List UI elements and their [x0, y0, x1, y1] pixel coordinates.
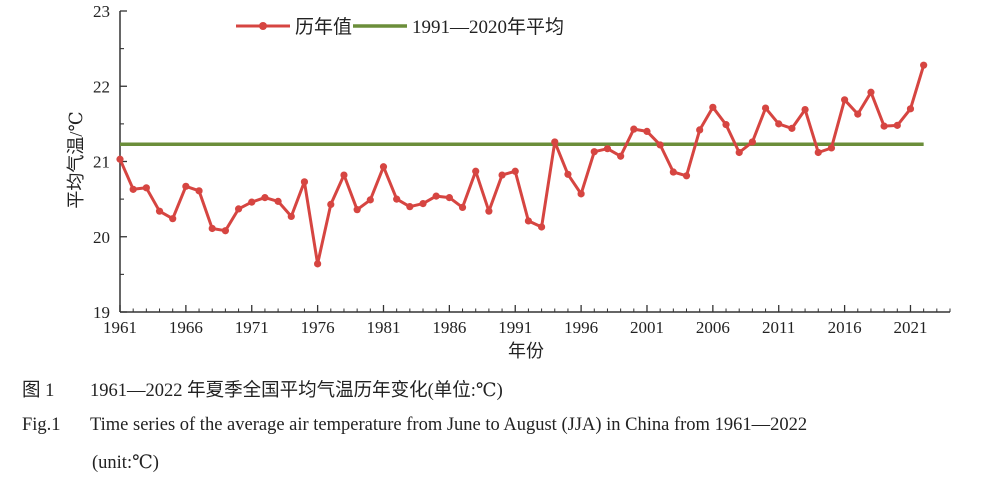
data-point [761, 104, 770, 112]
caption-en-label: Fig.1 [22, 415, 61, 435]
data-point [327, 200, 335, 208]
data-point [142, 184, 150, 192]
y-tick-label: 20 [93, 228, 110, 247]
x-axis-title: 年份 [508, 341, 544, 361]
data-point [643, 127, 651, 135]
x-tick-label: 1981 [366, 318, 400, 337]
x-tick-label: 1976 [301, 318, 335, 337]
data-point [603, 145, 612, 153]
data-point [261, 194, 269, 202]
data-point [867, 88, 875, 96]
y-tick-label: 23 [93, 2, 110, 21]
data-point [208, 224, 216, 233]
data-point [682, 172, 691, 180]
x-tick-label: 2006 [696, 318, 730, 337]
data-point [498, 171, 506, 179]
data-point [116, 155, 124, 163]
data-point [735, 148, 743, 157]
x-tick-label: 1971 [235, 318, 269, 337]
data-point [419, 200, 427, 208]
caption-chinese: 图 1 1961—2022 年夏季全国平均气温历年变化(单位:℃) [22, 376, 503, 402]
data-point [221, 227, 229, 235]
data-point [564, 170, 572, 178]
data-point [841, 96, 849, 104]
y-axis-title: 平均气温/℃ [66, 111, 86, 208]
y-tick-label: 22 [93, 77, 110, 96]
data-point [432, 192, 440, 200]
data-point [366, 196, 374, 204]
data-point [524, 217, 533, 225]
y-tick-label: 21 [93, 153, 110, 172]
data-point [406, 203, 414, 211]
data-point [854, 110, 862, 118]
data-point [314, 260, 322, 268]
caption-en-text: Time series of the average air temperatu… [90, 415, 808, 435]
data-point [340, 171, 348, 179]
data-point [248, 198, 256, 206]
legend-mean-label: 1991—2020年平均 [412, 16, 564, 38]
annual-series-line [118, 64, 926, 266]
x-tick-label: 1996 [564, 318, 598, 337]
x-tick-label: 1966 [169, 318, 203, 337]
data-point [182, 182, 190, 190]
caption-cn-text: 1961—2022 年夏季全国平均气温历年变化(单位:℃) [90, 381, 503, 401]
data-point [748, 138, 756, 146]
data-point [577, 190, 585, 198]
data-point [287, 212, 295, 221]
data-point [393, 195, 401, 203]
data-point [669, 168, 677, 176]
data-point [656, 141, 664, 149]
data-point [920, 61, 928, 69]
data-point [617, 152, 625, 160]
data-point [300, 178, 309, 186]
caption-en-text-cont: (unit:℃) [92, 453, 159, 473]
data-point [511, 167, 519, 175]
x-tick-label: 2011 [762, 318, 795, 337]
data-point [537, 223, 546, 231]
x-tick-label: 1991 [498, 318, 532, 337]
data-point [775, 120, 783, 128]
data-point [801, 105, 809, 114]
data-point [788, 124, 796, 132]
legend-annual-label: 历年值 [295, 16, 352, 38]
x-tick-label: 2016 [828, 318, 862, 337]
data-point [906, 105, 915, 113]
data-point [195, 187, 203, 195]
caption-english: Fig.1 Time series of the average air temp… [22, 415, 807, 436]
x-tick-label: 1986 [432, 318, 466, 337]
x-tick-label: 1961 [103, 318, 137, 337]
caption-cn-label: 图 1 [22, 381, 55, 401]
data-point [630, 125, 638, 133]
data-point [827, 144, 836, 152]
data-point [129, 185, 137, 193]
legend-annual-marker [259, 22, 267, 30]
data-point [590, 148, 598, 156]
data-point [274, 197, 282, 205]
data-point [234, 205, 243, 213]
x-tick-label: 2021 [893, 318, 927, 337]
data-point [709, 103, 717, 111]
data-point [551, 138, 559, 146]
data-point [485, 207, 493, 215]
x-tick-label: 2001 [630, 318, 664, 337]
data-point [814, 148, 822, 157]
data-point [155, 207, 164, 215]
data-point [458, 203, 467, 212]
data-point [445, 194, 453, 202]
caption-english-cont: (unit:℃) [92, 452, 159, 474]
chart-legend: 历年值 1991—2020年平均 [236, 16, 564, 38]
data-point [379, 163, 388, 171]
data-point [696, 126, 704, 134]
data-series [116, 61, 928, 268]
data-point [169, 215, 177, 223]
data-point [893, 121, 901, 129]
data-point [353, 206, 361, 214]
data-point [472, 167, 480, 175]
data-point [880, 122, 888, 130]
data-point [722, 121, 730, 129]
y-tick-label: 19 [93, 303, 110, 322]
